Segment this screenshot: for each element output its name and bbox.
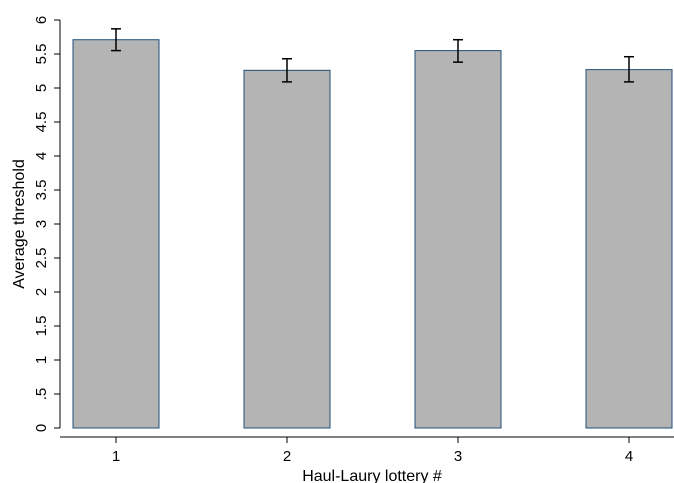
y-tick-label: 1 (33, 356, 50, 364)
x-tick-label: 4 (625, 448, 633, 465)
x-tick-label: 1 (112, 448, 120, 465)
y-tick-label: 2 (33, 288, 50, 296)
y-tick-label: 3 (33, 220, 50, 228)
y-tick-label: 3.5 (33, 180, 50, 201)
y-axis-title: Average threshold (11, 159, 28, 289)
x-tick-label: 3 (454, 448, 462, 465)
bar (72, 39, 160, 429)
y-tick-label: 0 (33, 424, 50, 432)
y-tick-label: 2.5 (33, 248, 50, 269)
axes (54, 19, 674, 443)
x-axis-title: Haul-Laury lottery # (302, 468, 442, 483)
error-bars (111, 28, 634, 83)
y-tick-label: 6 (33, 16, 50, 24)
y-tick-label: .5 (33, 388, 50, 401)
y-tick-label: 1.5 (33, 316, 50, 337)
tick-labels: 0 .5 1 1.5 2 2.5 3 3.5 4 4.5 5 5.5 6 1 2 3 4 (33, 16, 633, 465)
bar (243, 69, 331, 429)
bar (414, 50, 502, 429)
x-tick-label: 2 (283, 448, 291, 465)
y-tick-label: 5 (33, 84, 50, 92)
y-tick-label: 4.5 (33, 112, 50, 133)
y-tick-label: 5.5 (33, 44, 50, 65)
bar (585, 69, 673, 429)
y-tick-label: 4 (33, 152, 50, 160)
bars (72, 39, 673, 429)
